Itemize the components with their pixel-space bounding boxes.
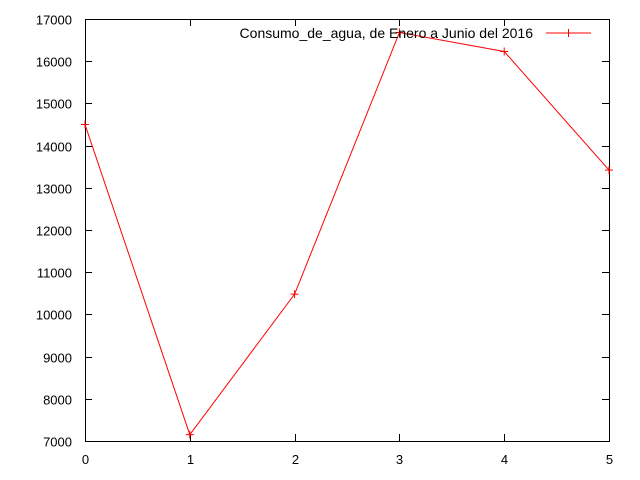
x-tick-label: 3	[396, 452, 403, 467]
y-tick-label: 15000	[36, 97, 72, 112]
y-tick-label: 12000	[36, 224, 72, 239]
x-tick-label: 2	[292, 452, 299, 467]
series-layer	[81, 28, 613, 439]
legend: Consumo_de_agua, de Enero a Junio del 20…	[240, 25, 591, 41]
y-tick-label: 14000	[36, 140, 72, 155]
y-tick-label: 9000	[43, 351, 72, 366]
x-tick-label: 5	[606, 452, 613, 467]
data-point-marker	[290, 290, 299, 299]
legend-label: Consumo_de_agua, de Enero a Junio del 20…	[240, 25, 534, 41]
data-point-marker	[185, 430, 194, 439]
data-point-marker	[395, 28, 404, 37]
y-tick-label: 16000	[36, 55, 72, 70]
y-tick-label: 10000	[36, 308, 72, 323]
y-tick-label: 11000	[37, 266, 72, 281]
x-tick-label: 0	[82, 452, 89, 467]
data-point-marker	[81, 120, 89, 129]
x-tick-label: 1	[187, 452, 194, 467]
x-axis: 0 1 2 3 4 5	[82, 19, 613, 467]
plot-frame	[85, 19, 610, 442]
data-point-marker	[500, 47, 509, 56]
y-axis: 7000 8000 9000 10000 11000 12000 13000 14000 150…	[36, 13, 609, 450]
data-point-marker	[605, 166, 613, 175]
legend-plus-marker	[564, 29, 573, 37]
x-tick-label: 4	[501, 452, 508, 467]
y-tick-label: 17000	[36, 13, 72, 28]
y-tick-label: 7000	[43, 435, 72, 450]
y-tick-label: 13000	[36, 182, 72, 197]
legend-marker	[564, 29, 573, 37]
y-tick-label: 8000	[43, 393, 72, 408]
series-line-0	[84, 31, 610, 436]
